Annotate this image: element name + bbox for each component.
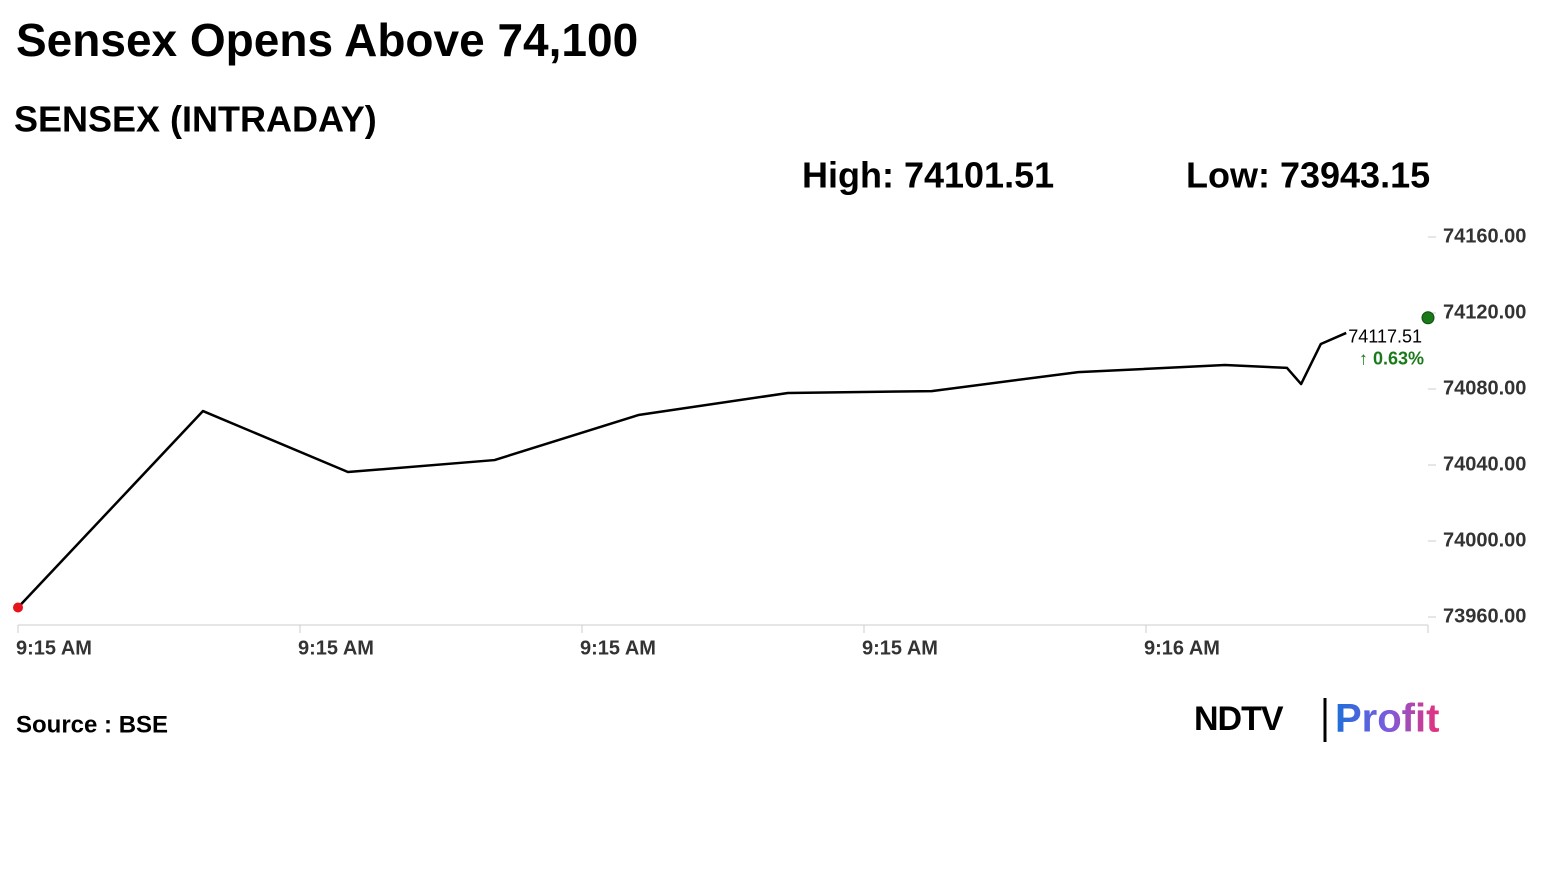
y-tick-label: 74000.00	[1443, 529, 1526, 551]
logo-product: Profit	[1335, 697, 1439, 741]
x-tick-label: 9:15 AM	[580, 637, 656, 659]
change-label: ↑ 0.63%	[1359, 348, 1424, 368]
y-tick-label: 74160.00	[1443, 225, 1526, 247]
price-line	[17, 331, 1347, 609]
chart-title: Sensex Opens Above 74,100	[16, 14, 638, 66]
y-tick-label: 74080.00	[1443, 377, 1526, 399]
x-tick-label: 9:16 AM	[1144, 637, 1220, 659]
y-tick-label: 74120.00	[1443, 301, 1526, 323]
y-tick-label: 74040.00	[1443, 453, 1526, 475]
chart-subtitle: SENSEX (INTRADAY)	[14, 99, 377, 140]
last-value-label: 74117.51	[1348, 326, 1422, 346]
y-tick-label: 73960.00	[1443, 605, 1526, 627]
source: Source : BSE	[16, 711, 168, 738]
last-point	[1421, 311, 1435, 325]
x-tick-label: 9:15 AM	[298, 637, 374, 659]
high-label: High: 74101.51	[802, 155, 1054, 196]
start-point	[13, 602, 23, 613]
x-tick-label: 9:15 AM	[862, 637, 938, 659]
low-label: Low: 73943.15	[1186, 155, 1430, 196]
logo-brand: NDTV	[1194, 700, 1284, 738]
x-tick-label: 9:15 AM	[16, 637, 92, 659]
